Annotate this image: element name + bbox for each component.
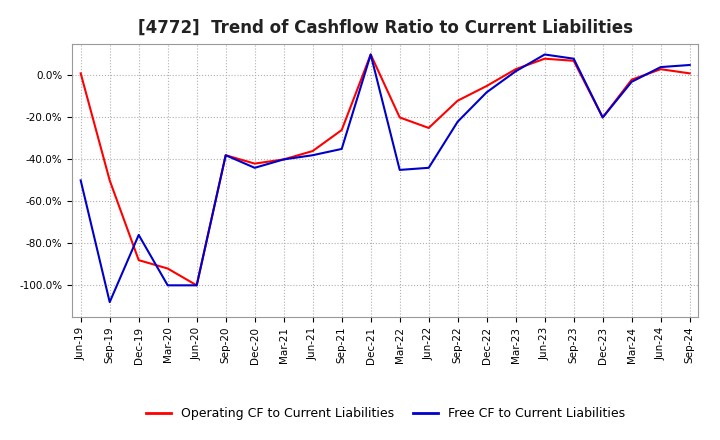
Free CF to Current Liabilities — [598, 115, 607, 120]
Free CF to Current Liabilities — [135, 232, 143, 238]
Free CF to Current Liabilities — [657, 64, 665, 70]
Operating CF to Current Liabilities — [424, 125, 433, 131]
Free CF to Current Liabilities — [366, 52, 375, 57]
Free CF to Current Liabilities — [482, 90, 491, 95]
Operating CF to Current Liabilities — [598, 115, 607, 120]
Free CF to Current Liabilities — [105, 300, 114, 305]
Operating CF to Current Liabilities — [163, 266, 172, 271]
Operating CF to Current Liabilities — [251, 161, 259, 166]
Operating CF to Current Liabilities — [279, 157, 288, 162]
Legend: Operating CF to Current Liabilities, Free CF to Current Liabilities: Operating CF to Current Liabilities, Fre… — [140, 402, 630, 425]
Free CF to Current Liabilities — [541, 52, 549, 57]
Free CF to Current Liabilities — [424, 165, 433, 170]
Operating CF to Current Liabilities — [395, 115, 404, 120]
Free CF to Current Liabilities — [192, 282, 201, 288]
Free CF to Current Liabilities — [251, 165, 259, 170]
Free CF to Current Liabilities — [76, 178, 85, 183]
Line: Operating CF to Current Liabilities: Operating CF to Current Liabilities — [81, 55, 690, 285]
Free CF to Current Liabilities — [627, 79, 636, 84]
Free CF to Current Liabilities — [221, 153, 230, 158]
Operating CF to Current Liabilities — [308, 148, 317, 154]
Free CF to Current Liabilities — [395, 167, 404, 172]
Operating CF to Current Liabilities — [541, 56, 549, 61]
Free CF to Current Liabilities — [338, 146, 346, 151]
Operating CF to Current Liabilities — [570, 58, 578, 63]
Operating CF to Current Liabilities — [192, 282, 201, 288]
Free CF to Current Liabilities — [570, 56, 578, 61]
Free CF to Current Liabilities — [163, 282, 172, 288]
Free CF to Current Liabilities — [685, 62, 694, 68]
Operating CF to Current Liabilities — [76, 71, 85, 76]
Free CF to Current Liabilities — [511, 69, 520, 74]
Operating CF to Current Liabilities — [221, 153, 230, 158]
Line: Free CF to Current Liabilities: Free CF to Current Liabilities — [81, 55, 690, 302]
Free CF to Current Liabilities — [279, 157, 288, 162]
Operating CF to Current Liabilities — [366, 52, 375, 57]
Operating CF to Current Liabilities — [627, 77, 636, 82]
Operating CF to Current Liabilities — [657, 66, 665, 72]
Operating CF to Current Liabilities — [511, 66, 520, 72]
Operating CF to Current Liabilities — [482, 83, 491, 88]
Operating CF to Current Liabilities — [105, 178, 114, 183]
Operating CF to Current Liabilities — [454, 98, 462, 103]
Operating CF to Current Liabilities — [135, 257, 143, 263]
Operating CF to Current Liabilities — [338, 128, 346, 133]
Title: [4772]  Trend of Cashflow Ratio to Current Liabilities: [4772] Trend of Cashflow Ratio to Curren… — [138, 19, 633, 37]
Free CF to Current Liabilities — [308, 153, 317, 158]
Operating CF to Current Liabilities — [685, 71, 694, 76]
Free CF to Current Liabilities — [454, 119, 462, 124]
